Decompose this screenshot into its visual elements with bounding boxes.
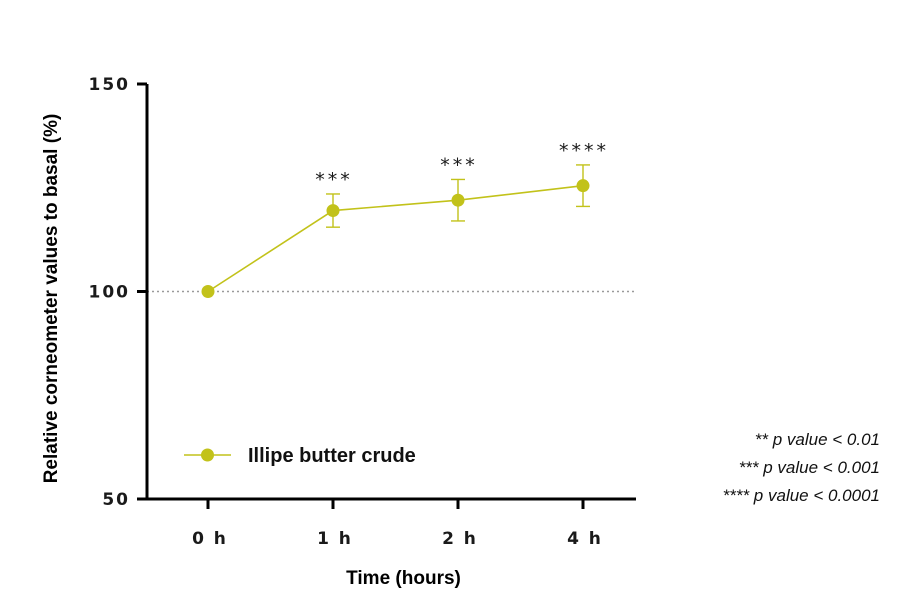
y-tick-label-1: 100 [89,283,131,303]
significance-label-3: **** [559,140,609,162]
x-tick-label-2: 2 h [442,529,478,549]
significance-label-2: *** [440,154,478,176]
p-value-notes: ** p value < 0.01 *** p value < 0.001 **… [680,426,880,510]
series-line-0 [207,184,584,293]
y-tick-label-0: 50 [102,490,130,510]
legend-label: Illipe butter crude [248,445,416,467]
x-tick-label-1: 1 h [317,529,353,549]
y-tick-label-2: 150 [89,75,131,95]
y-axis-title: Relative corneometer values to basal (%) [41,114,62,484]
legend-marker [201,448,214,462]
x-tick-label-0: 0 h [192,529,228,549]
data-point-2 [451,193,465,207]
significance-label-1: *** [315,169,353,191]
x-tick-label-3: 4 h [567,529,603,549]
plot-layer: 50 100 150 0 h 1 h 2 h 4 h Time (hours) Relative… [41,75,636,589]
p-value-note-0: ** p value < 0.01 [754,430,880,449]
p-value-note-1: *** p value < 0.001 [738,458,880,477]
p-value-note-2: **** p value < 0.0001 [722,486,880,505]
data-point-0 [201,285,215,298]
data-point-1 [326,204,340,218]
x-axis-title: Time (hours) [346,568,461,589]
data-point-3 [576,179,590,193]
